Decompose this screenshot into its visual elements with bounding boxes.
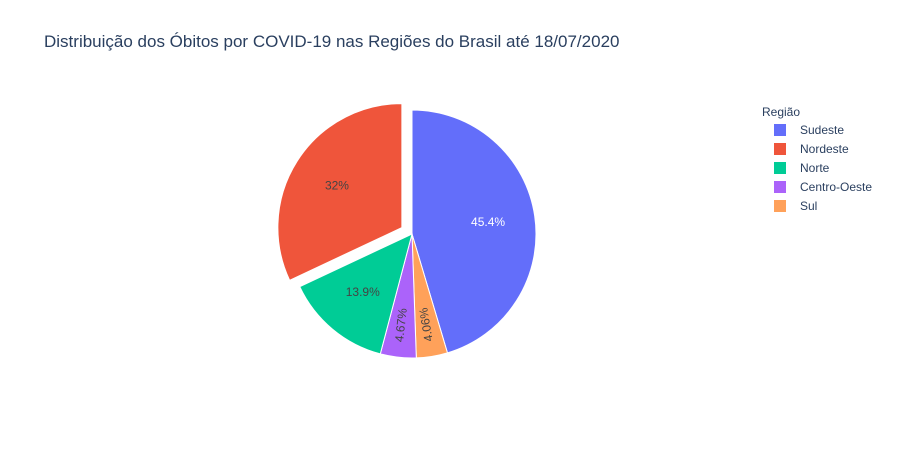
legend-label: Sudeste xyxy=(800,123,844,137)
legend-swatch xyxy=(774,181,786,193)
slice-label-nordeste: 32% xyxy=(325,179,349,193)
legend-label: Nordeste xyxy=(800,142,849,156)
legend: Região Sudeste Nordeste Norte Centro-Oeste S… xyxy=(762,105,872,213)
slice-label-centro-oeste: 4.67% xyxy=(392,307,410,343)
legend-label: Centro-Oeste xyxy=(800,180,872,194)
legend-swatch xyxy=(774,162,786,174)
pie-slice-nordeste[interactable] xyxy=(277,103,403,281)
legend-item-centro-oeste[interactable]: Centro-Oeste xyxy=(774,180,872,194)
slice-label-norte: 13.9% xyxy=(346,285,380,299)
legend-swatch xyxy=(774,143,786,155)
legend-swatch xyxy=(774,124,786,136)
pie-slice-norte[interactable] xyxy=(299,233,413,355)
slice-label-sul: 4.06% xyxy=(416,306,435,342)
slice-label-sudeste: 45.4% xyxy=(471,215,505,229)
legend-item-nordeste[interactable]: Nordeste xyxy=(774,142,849,156)
legend-label: Norte xyxy=(800,161,830,175)
legend-swatch xyxy=(774,200,786,212)
pie-slices xyxy=(277,103,537,359)
legend-title: Região xyxy=(762,105,800,119)
legend-item-sul[interactable]: Sul xyxy=(774,199,817,213)
legend-item-norte[interactable]: Norte xyxy=(774,161,830,175)
chart-title: Distribuição dos Óbitos por COVID-19 nas… xyxy=(44,32,620,51)
legend-label: Sul xyxy=(800,199,817,213)
pie-slice-labels: 45.4% 4.06% 4.67% 13.9% 32% xyxy=(325,179,505,343)
legend-item-sudeste[interactable]: Sudeste xyxy=(774,123,844,137)
pie-slice-sudeste[interactable] xyxy=(411,109,537,354)
